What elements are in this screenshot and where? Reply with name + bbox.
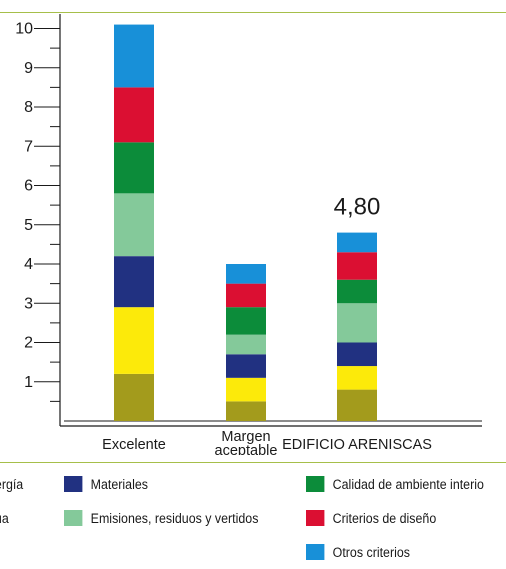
- legend-label: Calidad de ambiente interio: [332, 476, 484, 492]
- x-category-label-line: Excelente: [102, 437, 166, 453]
- y-tick-label-5: 5: [24, 217, 33, 234]
- bar-segment-1-5: [114, 142, 154, 194]
- legend-swatch: [64, 510, 83, 526]
- legend-item: Emisiones, residuos y vertidos: [64, 510, 258, 526]
- bar-segment-3-7: [337, 232, 377, 253]
- legend-label: gua: [0, 510, 9, 526]
- legend-label: Materiales: [90, 476, 148, 492]
- legend-label: Emisiones, residuos y vertidos: [90, 510, 259, 526]
- legend-swatch: [306, 476, 325, 492]
- legend-item: Calidad de ambiente interio: [306, 476, 484, 492]
- legend-item: gua: [0, 510, 9, 526]
- x-category-label-line: EDIFICIO ARENISCAS: [282, 437, 432, 453]
- bar-segment-3-5: [337, 279, 377, 304]
- y-tick-label-1: 1: [24, 374, 33, 391]
- x-category-label-line: aceptable: [215, 443, 278, 455]
- legend-rule: [0, 462, 506, 463]
- legend-label: Otros criterios: [332, 544, 410, 560]
- annotation-total-1: 4,80: [334, 194, 381, 221]
- x-category-label-line: Margen: [221, 429, 270, 445]
- bar-segment-1-4: [114, 193, 154, 257]
- bar-segment-2-4: [226, 334, 266, 355]
- bar-segment-2-7: [226, 264, 266, 284]
- legend-item: Otros criterios: [306, 544, 410, 560]
- bar-segment-2-1: [226, 401, 266, 421]
- bar-segment-2-5: [226, 307, 266, 335]
- y-tick-label-3: 3: [24, 295, 33, 312]
- bar-segment-3-1: [337, 389, 377, 421]
- legend-label: Criterios de diseño: [332, 510, 437, 526]
- bar-segment-1-6: [114, 87, 154, 143]
- legend-swatch: [306, 544, 325, 560]
- legend-swatch: [64, 476, 83, 492]
- bar-segment-1-3: [114, 256, 154, 308]
- bar-segment-2-2: [226, 377, 266, 402]
- legend-item: Criterios de diseño: [306, 510, 436, 526]
- bar-segment-1-1: [114, 373, 154, 421]
- y-tick-label-10: 10: [15, 21, 33, 38]
- y-tick-label-2: 2: [24, 335, 33, 352]
- bar-segment-1-7: [114, 24, 154, 88]
- x-category-label-3: EDIFICIO ARENISCAS: [282, 437, 432, 453]
- legend-item: Materiales: [64, 476, 148, 492]
- bar-segment-2-6: [226, 283, 266, 308]
- y-tick-label-9: 9: [24, 60, 33, 77]
- bar-segment-3-3: [337, 342, 377, 367]
- bar-segment-3-4: [337, 303, 377, 343]
- top-rule: [0, 12, 506, 13]
- bar-segment-2-3: [226, 354, 266, 378]
- bar-segment-3-2: [337, 366, 377, 390]
- y-tick-label-6: 6: [24, 178, 33, 195]
- legend-label: nergía: [0, 476, 24, 492]
- y-tick-label-4: 4: [24, 256, 33, 273]
- bar-segment-1-2: [114, 307, 154, 374]
- y-tick-label-8: 8: [24, 99, 33, 116]
- legend-item: nergía: [0, 476, 23, 492]
- legend-swatch: [306, 510, 325, 526]
- x-category-label-2: Margen aceptable: [215, 429, 278, 455]
- y-tick-label-7: 7: [24, 138, 33, 155]
- x-category-label-1: Excelente: [102, 437, 166, 453]
- bar-segment-3-6: [337, 252, 377, 280]
